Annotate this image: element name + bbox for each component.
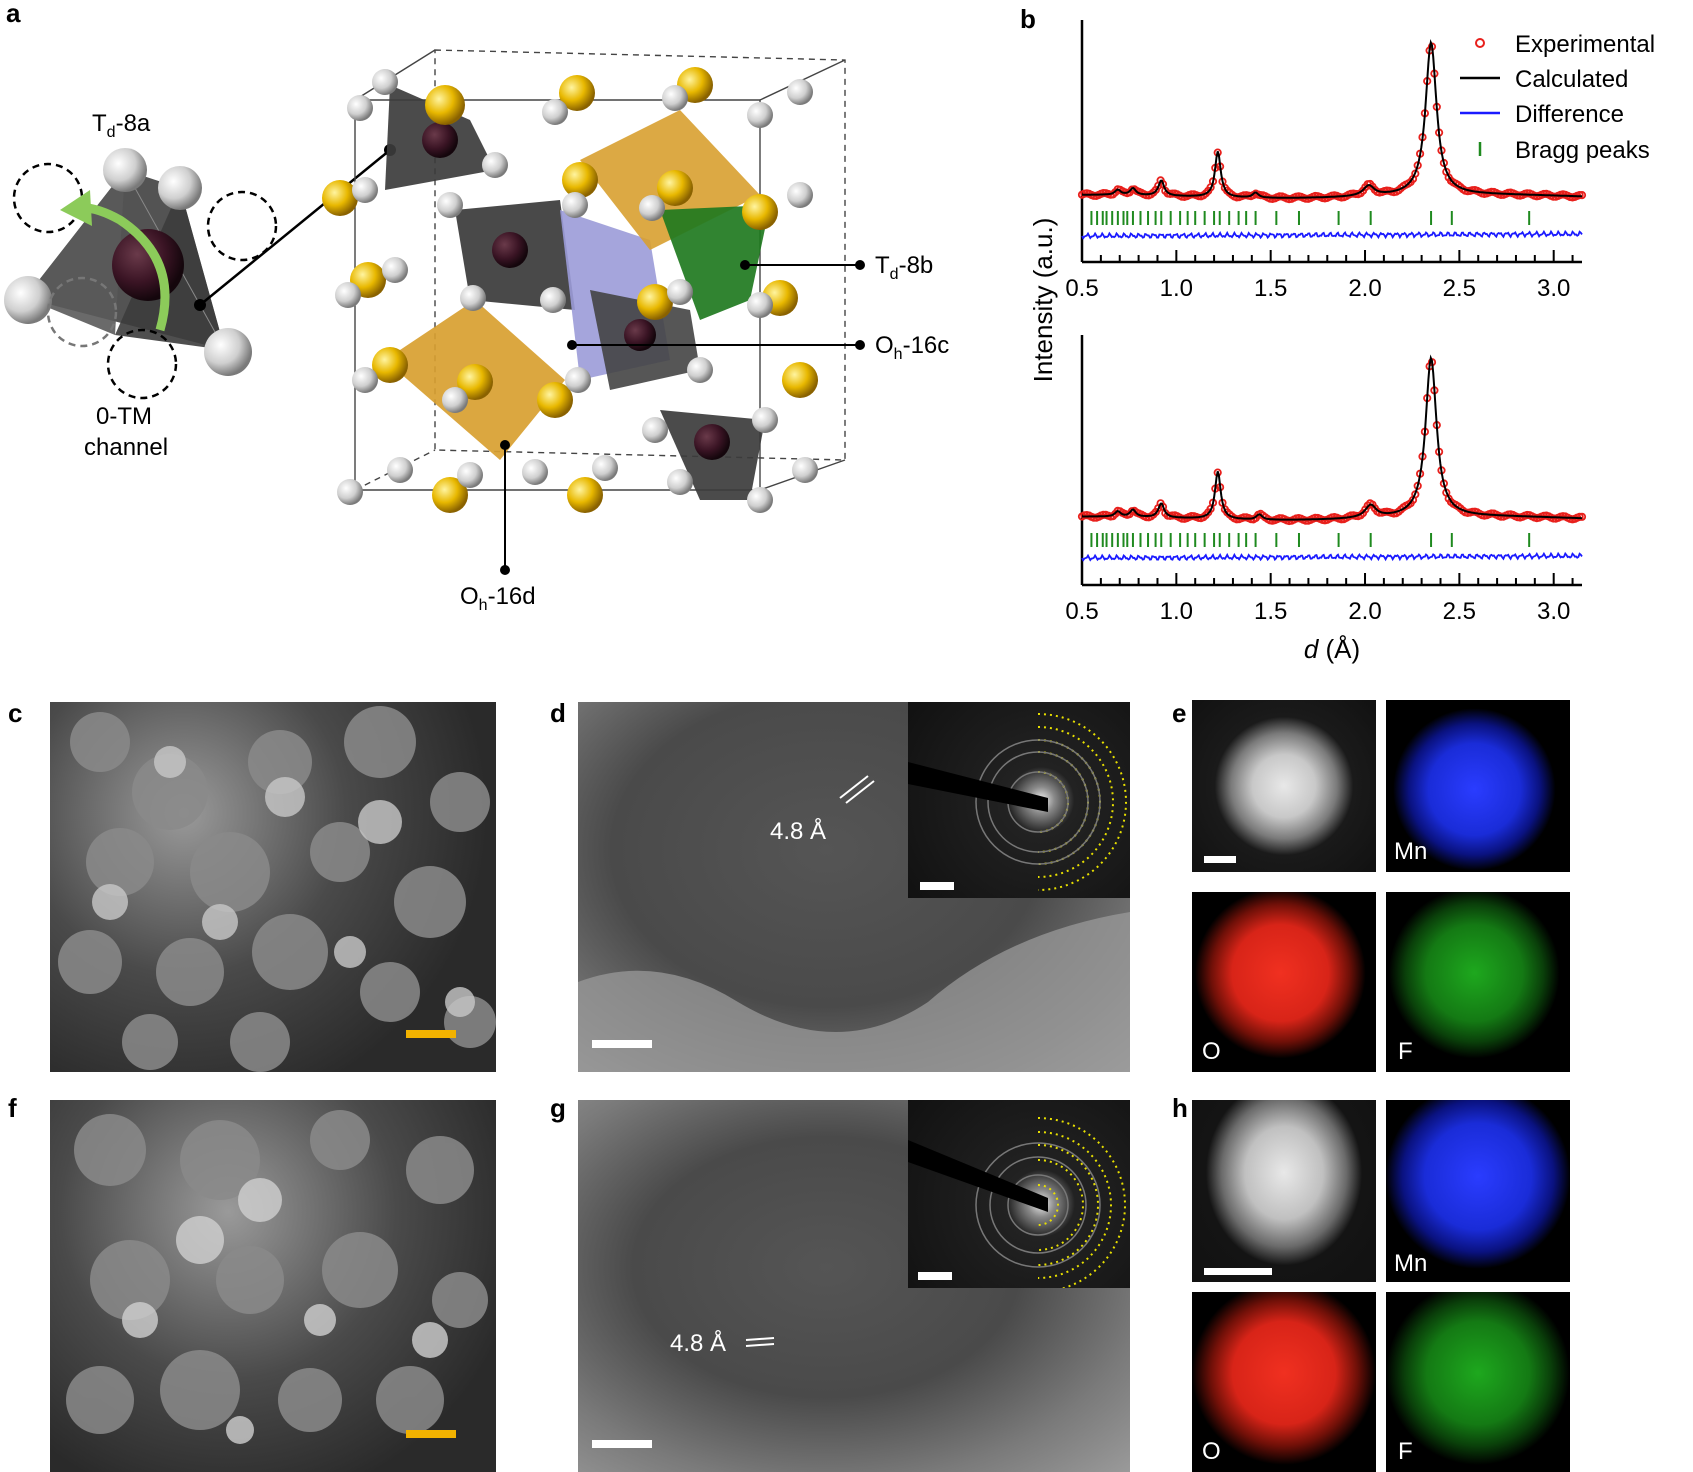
spinel-structure-diagram xyxy=(4,49,865,575)
x-tick-label: 1.0 xyxy=(1160,275,1193,302)
calculated-line xyxy=(1082,39,1582,199)
difference-line xyxy=(1081,551,1583,562)
y-axis-label: Intensity (a.u.) xyxy=(1028,218,1058,383)
eds-map-o-e: O xyxy=(1192,892,1376,1072)
calculated-line xyxy=(1082,354,1583,521)
x-tick-label: 3.0 xyxy=(1537,598,1570,625)
x-tick-label: 2.0 xyxy=(1348,598,1381,625)
panel-label-d: d xyxy=(550,698,566,728)
saed-inset-d xyxy=(908,702,1130,898)
sem-image-f xyxy=(50,1100,496,1472)
oh16c-label: Oh-16c xyxy=(875,332,950,363)
hrtem-image-g: 4.8 Å xyxy=(578,1100,1130,1472)
scale-bar xyxy=(1204,856,1236,863)
element-label-f: F xyxy=(1398,1438,1413,1465)
oh16d-label: Oh-16d xyxy=(460,583,536,614)
panel-label-h: h xyxy=(1172,1093,1188,1123)
sem-particles xyxy=(58,706,496,1072)
panel-label-g: g xyxy=(550,1093,566,1123)
panel-label-e: e xyxy=(1172,698,1187,728)
hrtem-image-d: 4.8 Å xyxy=(578,702,1130,1072)
channel-label-line2: channel xyxy=(84,434,169,461)
panel-label-b: b xyxy=(1020,4,1036,34)
eds-map-f-h: F xyxy=(1386,1292,1570,1472)
legend-label-difference: Difference xyxy=(1515,101,1624,128)
x-tick-label: 2.5 xyxy=(1443,598,1476,625)
element-label-f: F xyxy=(1398,1038,1413,1065)
eds-map-o-h: O xyxy=(1192,1292,1376,1472)
td8a-tetrahedron xyxy=(4,148,278,400)
x-tick-label: 0.5 xyxy=(1065,598,1098,625)
scale-bar xyxy=(406,1430,456,1438)
legend-marker-experimental xyxy=(1475,38,1485,48)
eds-map-mn-e: Mn xyxy=(1386,700,1570,872)
stem-image-h xyxy=(1192,1100,1376,1282)
saed-rings xyxy=(908,1117,1126,1293)
x-tick-label: 1.5 xyxy=(1254,598,1287,625)
x-tick-label: 0.5 xyxy=(1065,275,1098,302)
experimental-point xyxy=(1577,512,1587,521)
scale-bar xyxy=(592,1040,652,1048)
difference-line xyxy=(1081,229,1583,240)
panel-label-a: a xyxy=(6,0,21,28)
scale-bar xyxy=(918,1272,952,1280)
experimental-series xyxy=(1077,42,1587,204)
scale-bar xyxy=(920,882,954,890)
experimental-point xyxy=(1577,191,1587,200)
hrtem-texture xyxy=(578,775,1130,1072)
legend-label-calculated: Calculated xyxy=(1515,66,1628,93)
lattice-spacing-label: 4.8 Å xyxy=(770,818,827,845)
element-label-mn: Mn xyxy=(1394,838,1428,865)
lattice-spacing-label: 4.8 Å xyxy=(670,1330,727,1357)
panel-label-c: c xyxy=(8,698,23,728)
x-tick-label: 1.0 xyxy=(1160,598,1193,625)
legend-label-bragg: Bragg peaks xyxy=(1515,137,1650,164)
td8b-tetrahedron xyxy=(660,205,770,320)
x-tick-label: 1.5 xyxy=(1254,275,1287,302)
sem-particles xyxy=(66,1110,488,1444)
scale-bar xyxy=(1204,1268,1272,1275)
experimental-series xyxy=(1077,358,1587,526)
x-tick-label: 2.5 xyxy=(1443,275,1476,302)
eds-map-f-e: F xyxy=(1386,892,1570,1072)
channel-label-line1: 0-TM xyxy=(96,403,152,430)
saed-inset-g xyxy=(908,1100,1130,1293)
x-tick-label: 2.0 xyxy=(1348,275,1381,302)
element-label-o: O xyxy=(1202,1038,1221,1065)
td8b-label: Td-8b xyxy=(875,252,934,283)
o-atoms xyxy=(335,69,818,513)
element-label-o: O xyxy=(1202,1438,1221,1465)
eds-map-mn-h: Mn xyxy=(1386,1100,1570,1282)
scale-bar xyxy=(406,1030,456,1038)
sem-image-c xyxy=(50,702,496,1072)
saed-rings xyxy=(908,713,1127,891)
x-tick-label: 3.0 xyxy=(1537,275,1570,302)
legend-label-experimental: Experimental xyxy=(1515,31,1655,58)
td8a-label: Td-8a xyxy=(92,110,151,141)
rietveld-chart: 0.5 1.0 1.5 2.0 2.5 3.0 0.5 1.0 1.5 2.0 2.5 3.0 Inte… xyxy=(1028,20,1655,664)
stem-image-e xyxy=(1192,700,1376,872)
hrtem-texture xyxy=(592,1337,775,1448)
scale-bar xyxy=(592,1440,652,1448)
element-label-mn: Mn xyxy=(1394,1250,1428,1277)
x-axis-label: d (Å) xyxy=(1304,634,1360,664)
connector-line xyxy=(199,149,391,306)
panel-label-f: f xyxy=(8,1093,17,1123)
